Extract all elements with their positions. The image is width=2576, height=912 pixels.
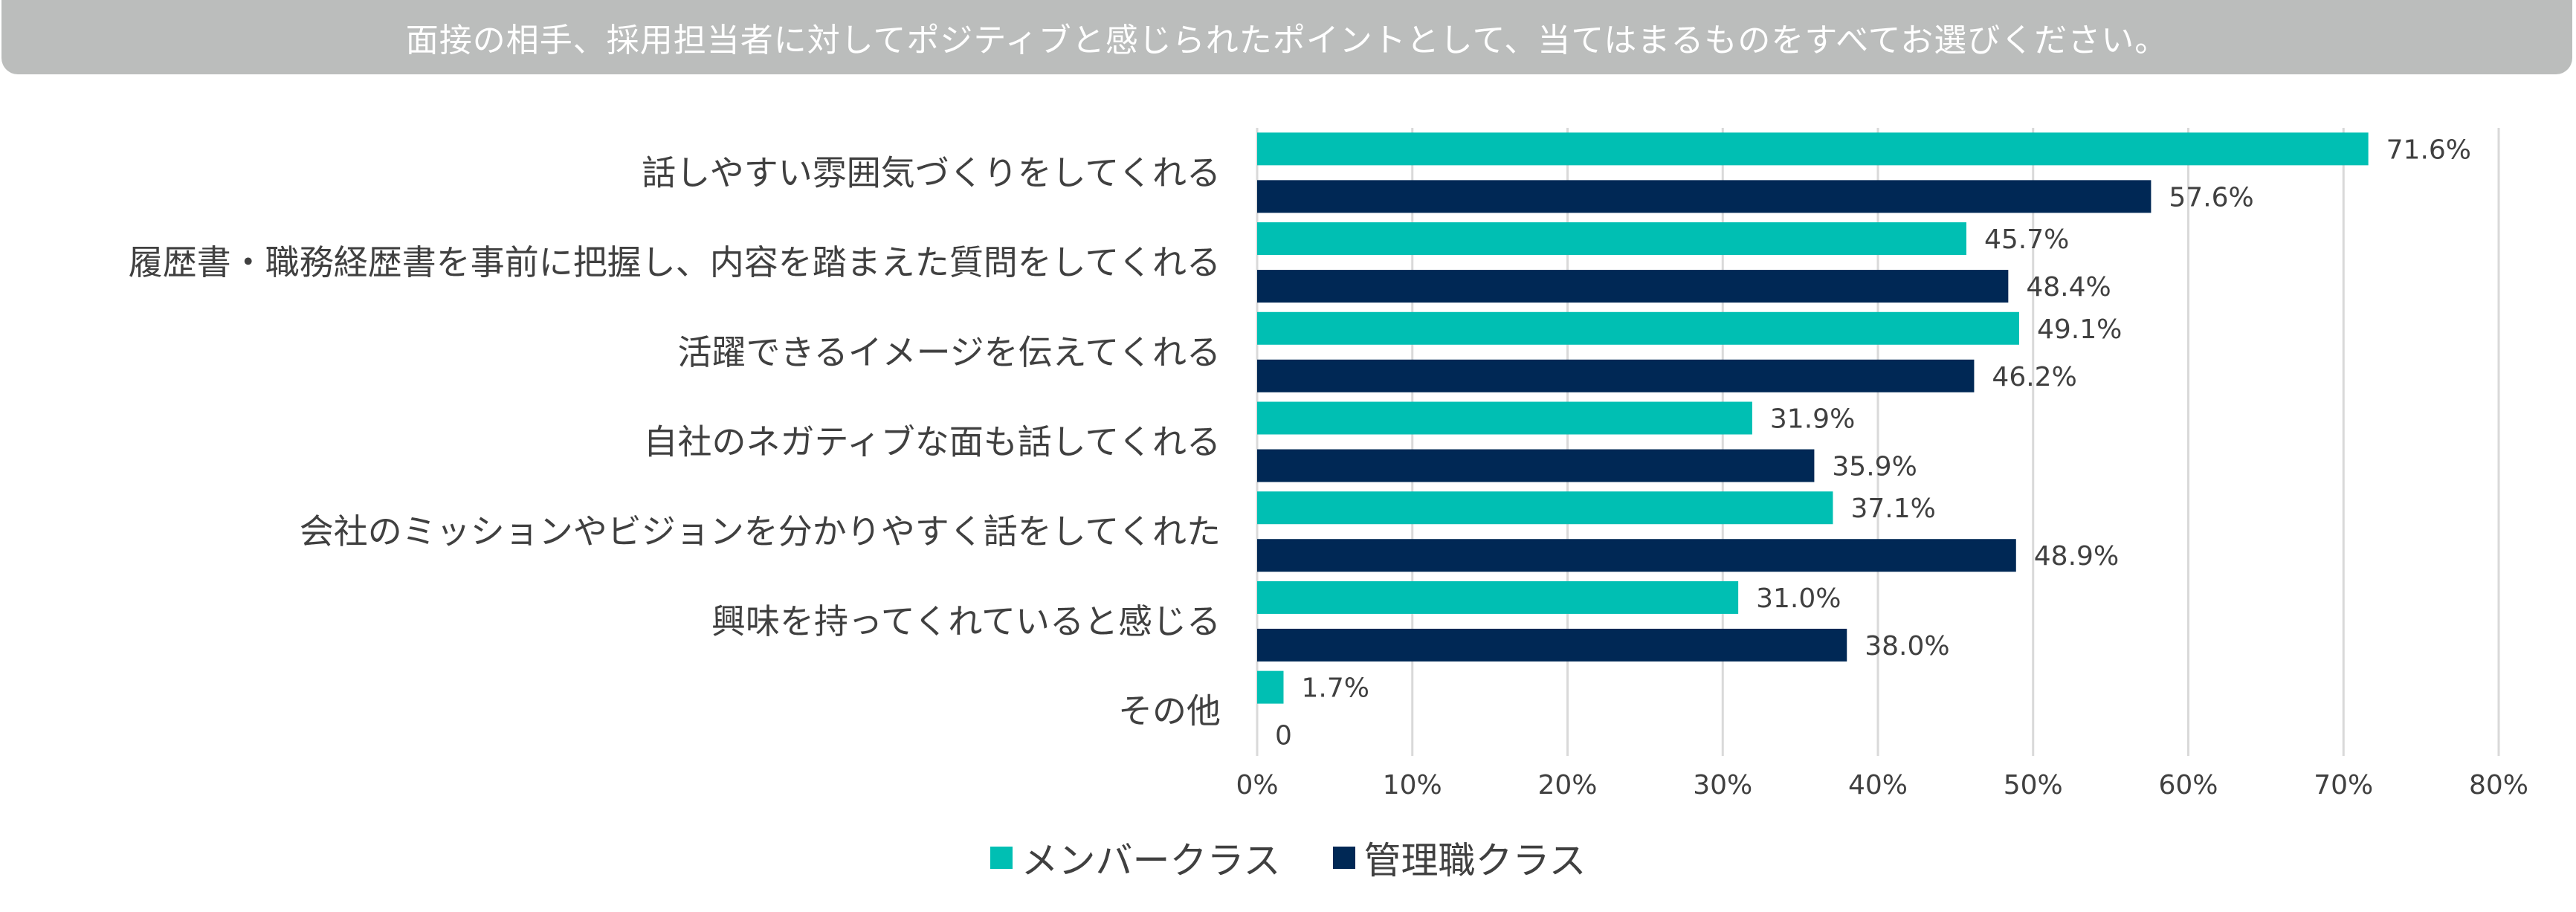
category-label: 履歴書・職務経歴書を事前に把握し、内容を踏まえた質問をしてくれる [129,242,1221,282]
x-tick-label: 60% [2158,770,2218,801]
data-label: 48.4% [2026,272,2111,303]
data-label: 48.9% [2034,541,2119,572]
x-tick-label: 0% [1236,770,1278,801]
data-label: 1.7% [1301,673,1369,704]
bar-manager [1257,539,2016,572]
legend-swatch-manager [1332,847,1355,869]
legend-item-manager: 管理職クラス [1332,831,1586,884]
data-label: 35.9% [1832,452,1917,482]
bar-member [1257,132,2369,166]
legend-swatch-member [990,847,1013,869]
data-label: 46.2% [1992,362,2076,392]
x-tick-label: 10% [1383,770,1442,801]
category-label: 活躍できるイメージを伝えてくれる [678,332,1221,372]
legend-label-manager: 管理職クラス [1363,839,1586,882]
legend-label-member: メンバークラス [1021,839,1281,882]
title-bar: 面接の相手、採用担当者に対してポジティブと感じられたポイントとして、当てはまるも… [1,0,2572,74]
data-label: 71.6% [2386,135,2471,165]
category-label: 会社のミッションやビジョンを分かりやすく話をしてくれた [300,511,1221,552]
chart-title: 面接の相手、採用担当者に対してポジティブと感じられたポイントとして、当てはまるも… [405,22,2169,59]
data-label: 31.0% [1756,583,1841,614]
bar-member [1257,670,1284,704]
bar-manager [1257,180,2151,213]
data-label: 37.1% [1850,494,1935,524]
x-tick-label: 20% [1537,770,1597,801]
bar-member [1257,401,1752,435]
x-tick-label: 80% [2469,770,2528,801]
category-label: 興味を持ってくれていると感じる [711,601,1221,641]
data-label: 57.6% [2169,182,2253,213]
x-tick-label: 30% [1693,770,1752,801]
bar-manager [1257,359,1975,392]
data-label: 0 [1275,721,1292,751]
legend-item-member: メンバークラス [990,831,1281,884]
bar-member [1257,222,1966,256]
bar-member [1257,491,1833,525]
legend: メンバークラス 管理職クラス [0,831,2576,884]
bar-manager [1257,628,1847,662]
data-label: 45.7% [1984,224,2069,255]
data-label: 31.9% [1770,404,1855,435]
x-tick-label: 50% [2004,770,2063,801]
category-label: その他 [1118,691,1221,731]
category-label: 自社のネガティブな面も話してくれる [644,422,1221,462]
bar-member [1257,580,1739,614]
bar-manager [1257,449,1815,482]
data-label: 49.1% [2037,314,2122,345]
data-label: 38.0% [1865,631,1949,662]
category-label: 話しやすい雰囲気づくりをしてくれる [642,152,1221,193]
bar-manager [1257,270,2009,303]
bar-member [1257,311,2019,345]
x-tick-label: 70% [2314,770,2373,801]
x-tick-label: 40% [1848,770,1908,801]
